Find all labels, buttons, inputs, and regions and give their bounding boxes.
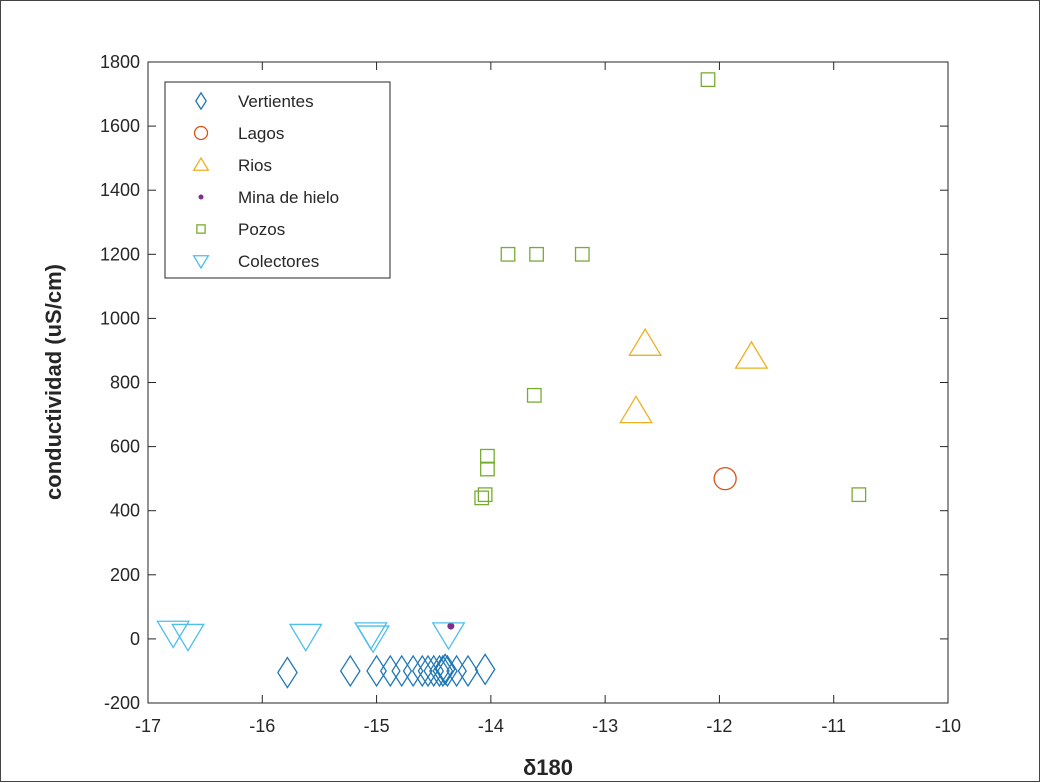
series-colectores <box>156 620 466 654</box>
series-lagos <box>713 466 737 491</box>
legend-marker-lagos <box>193 125 209 141</box>
y-tick-label: 1400 <box>100 180 140 200</box>
point-lagos <box>713 466 737 491</box>
x-axis-label: δ180 <box>523 755 573 780</box>
x-tick-label: -17 <box>135 716 161 736</box>
point-vertientes <box>423 654 445 688</box>
legend-marker-mina-de-hielo <box>198 194 204 200</box>
legend-marker-pozos <box>196 224 206 234</box>
legend-box <box>164 81 391 279</box>
x-ticks: -17 -16 -15 -14 -13 -12 -11 -10 <box>135 62 961 736</box>
legend-label: Colectores <box>238 252 319 271</box>
y-ticks: -200 0 200 400 600 800 1000 1200 1400 1600 1800 <box>100 52 948 713</box>
series-vertientes <box>277 653 496 689</box>
legend-marker-vertientes <box>195 91 207 111</box>
legend: Vertientes Lagos Rios Mina de hielo Pozos Col… <box>164 81 391 279</box>
series-pozos <box>474 72 867 506</box>
point-vertientes <box>379 654 401 688</box>
data-points <box>156 72 867 689</box>
legend-label: Vertientes <box>238 92 314 111</box>
y-tick-label: 800 <box>110 373 140 393</box>
point-pozos <box>526 387 542 403</box>
x-tick-label: -14 <box>478 716 504 736</box>
y-tick-label: -200 <box>104 693 140 713</box>
legend-item-pozos: Pozos <box>196 220 285 239</box>
legend-item-mina-de-hielo: Mina de hielo <box>198 188 339 207</box>
point-rios <box>734 340 769 369</box>
point-vertientes <box>402 654 424 688</box>
point-rios <box>619 395 653 424</box>
point-pozos <box>529 246 544 262</box>
point-colectores <box>288 623 323 652</box>
legend-item-colectores: Colectores <box>192 252 319 271</box>
legend-item-vertientes: Vertientes <box>195 91 314 111</box>
point-pozos <box>574 246 590 262</box>
point-vertientes <box>417 654 439 688</box>
legend-label: Rios <box>238 156 272 175</box>
legend-label: Mina de hielo <box>238 188 339 207</box>
point-pozos <box>474 490 490 506</box>
point-vertientes <box>474 653 496 686</box>
y-tick-label: 1200 <box>100 244 140 264</box>
y-tick-label: 400 <box>110 501 140 521</box>
x-tick-label: -16 <box>249 716 275 736</box>
point-vertientes <box>277 656 298 689</box>
y-tick-label: 1600 <box>100 116 140 136</box>
y-tick-label: 200 <box>110 565 140 585</box>
point-vertientes <box>446 654 467 688</box>
point-vertientes <box>411 654 433 688</box>
legend-label: Pozos <box>238 220 285 239</box>
y-tick-label: 1000 <box>100 308 140 328</box>
point-vertientes <box>391 654 413 688</box>
x-tick-label: -12 <box>706 716 732 736</box>
x-tick-label: -11 <box>821 716 846 736</box>
point-vertientes <box>366 654 387 688</box>
point-colectores <box>356 625 391 654</box>
legend-label: Lagos <box>238 124 284 143</box>
point-vertientes <box>429 654 450 688</box>
point-pozos <box>480 448 495 464</box>
point-vertientes <box>457 654 479 688</box>
legend-item-rios: Rios <box>192 156 272 175</box>
legend-marker-colectores <box>192 255 210 270</box>
point-mina-de-hielo <box>447 622 455 630</box>
point-vertientes <box>432 654 454 688</box>
point-colectores <box>171 623 205 652</box>
point-pozos <box>500 246 516 262</box>
y-tick-label: 0 <box>130 629 140 649</box>
point-colectores <box>156 620 191 649</box>
y-tick-label: 1800 <box>100 52 140 72</box>
series-rios <box>619 327 769 424</box>
legend-items: Vertientes Lagos Rios Mina de hielo Pozos Col… <box>192 91 339 271</box>
series-mina-de-hielo <box>447 622 455 630</box>
legend-marker-rios <box>192 156 210 171</box>
legend-item-lagos: Lagos <box>193 124 284 143</box>
point-vertientes <box>437 654 458 688</box>
point-pozos <box>700 72 716 88</box>
point-pozos <box>477 487 493 503</box>
x-tick-label: -13 <box>592 716 618 736</box>
point-vertientes <box>339 654 361 688</box>
point-rios <box>628 327 663 356</box>
point-pozos <box>480 461 495 477</box>
x-tick-label: -15 <box>364 716 390 736</box>
point-colectores <box>431 622 466 651</box>
x-tick-label: -10 <box>935 716 961 736</box>
y-axis-label: conductividad (uS/cm) <box>41 264 66 500</box>
point-pozos <box>851 487 867 503</box>
y-tick-label: 600 <box>110 437 140 457</box>
